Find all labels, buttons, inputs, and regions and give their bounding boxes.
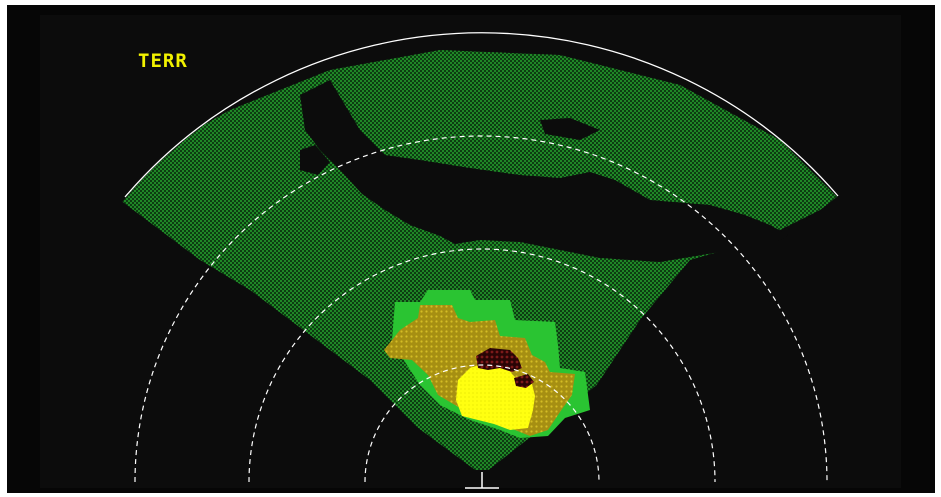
terrain-red-area	[476, 348, 522, 372]
range-ring-3	[134, 135, 828, 483]
terrain-void-area-2	[300, 145, 330, 175]
ownship-symbol	[465, 472, 499, 489]
range-ring-1	[364, 364, 600, 483]
range-rings	[134, 135, 828, 483]
terrain-mode-label: TERR	[138, 50, 188, 72]
terrain-field	[120, 50, 838, 470]
outer-range-arc	[124, 32, 839, 198]
terrain-void-area	[300, 80, 790, 262]
terrain-void-area-3	[540, 118, 600, 140]
terrain-red-area-2	[514, 374, 534, 388]
